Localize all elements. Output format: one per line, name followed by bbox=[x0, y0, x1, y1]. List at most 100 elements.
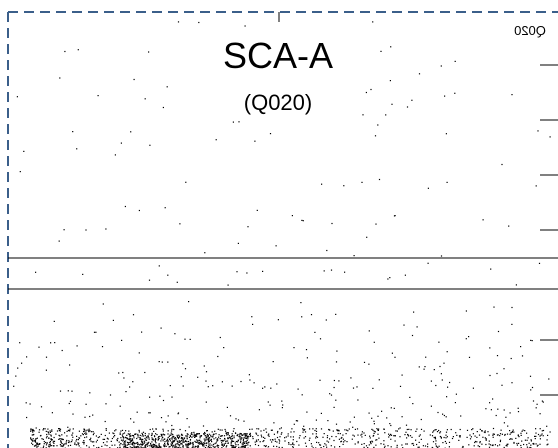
event-dot bbox=[163, 434, 164, 435]
event-dot bbox=[398, 428, 399, 429]
event-dot bbox=[47, 436, 48, 437]
event-dot bbox=[133, 314, 134, 315]
event-dot bbox=[179, 444, 180, 445]
event-dot bbox=[172, 446, 173, 447]
event-dot bbox=[439, 366, 440, 367]
event-dot bbox=[148, 437, 149, 438]
event-dot bbox=[198, 22, 199, 23]
event-dot bbox=[233, 122, 234, 123]
event-dot bbox=[48, 434, 49, 435]
event-dot bbox=[518, 434, 519, 435]
event-dot bbox=[104, 439, 105, 440]
event-dot bbox=[62, 446, 63, 447]
event-dot bbox=[326, 444, 327, 445]
event-dot bbox=[57, 430, 58, 431]
event-dot bbox=[158, 439, 159, 440]
event-dot bbox=[498, 331, 499, 332]
event-dot bbox=[536, 407, 537, 408]
event-dot bbox=[494, 434, 495, 435]
event-dot bbox=[122, 372, 123, 373]
event-dot bbox=[499, 444, 500, 445]
event-dot bbox=[484, 432, 485, 433]
event-dot bbox=[54, 441, 55, 442]
event-dot bbox=[520, 433, 521, 434]
event-dot bbox=[164, 443, 165, 444]
event-dot bbox=[167, 442, 168, 443]
event-dot bbox=[366, 237, 367, 238]
event-dot bbox=[339, 430, 340, 431]
event-dot bbox=[246, 443, 247, 444]
event-dot bbox=[87, 430, 88, 431]
event-dot bbox=[178, 444, 179, 445]
event-dot bbox=[232, 441, 233, 442]
event-dot bbox=[329, 429, 330, 430]
event-dot bbox=[497, 409, 498, 410]
event-dot bbox=[337, 430, 338, 431]
event-dot bbox=[115, 154, 116, 155]
event-dot bbox=[311, 314, 312, 315]
event-dot bbox=[338, 380, 339, 381]
event-dot bbox=[299, 437, 300, 438]
event-dot bbox=[19, 342, 20, 343]
event-dot bbox=[182, 435, 183, 436]
event-dot bbox=[26, 356, 27, 357]
event-dot bbox=[237, 441, 238, 442]
event-dot bbox=[293, 431, 294, 432]
event-dot bbox=[368, 364, 369, 365]
event-dot bbox=[119, 444, 120, 445]
event-dot bbox=[40, 435, 41, 436]
event-dot bbox=[277, 432, 278, 433]
event-dot bbox=[230, 438, 231, 439]
event-dot bbox=[240, 381, 241, 382]
event-dot bbox=[82, 433, 83, 434]
event-dot bbox=[268, 435, 269, 436]
event-dot bbox=[327, 420, 328, 421]
event-dot bbox=[177, 282, 178, 283]
event-dot bbox=[258, 445, 259, 446]
event-dot bbox=[72, 131, 73, 132]
event-dot bbox=[317, 437, 318, 438]
event-dot bbox=[122, 435, 123, 436]
event-dot bbox=[370, 437, 371, 438]
event-dot bbox=[335, 314, 336, 315]
event-dot bbox=[215, 446, 216, 447]
event-dot bbox=[263, 440, 264, 441]
event-dot bbox=[83, 429, 84, 430]
event-dot bbox=[378, 430, 379, 431]
event-dot bbox=[266, 432, 267, 433]
event-dot bbox=[178, 442, 179, 443]
event-dot bbox=[168, 430, 169, 431]
event-dot bbox=[336, 436, 337, 437]
event-dot bbox=[441, 373, 442, 374]
event-dot bbox=[298, 389, 299, 390]
event-dot bbox=[403, 325, 404, 326]
event-dot bbox=[172, 443, 173, 444]
event-dot bbox=[124, 432, 125, 433]
event-dot bbox=[112, 438, 113, 439]
event-dot bbox=[118, 372, 119, 373]
event-dot bbox=[36, 443, 37, 444]
event-dot bbox=[206, 371, 207, 372]
event-dot bbox=[501, 164, 502, 165]
event-dot bbox=[122, 430, 123, 431]
event-dot bbox=[296, 420, 297, 421]
event-dot bbox=[378, 438, 379, 439]
event-dot bbox=[298, 445, 299, 446]
event-dot bbox=[206, 439, 207, 440]
event-dot bbox=[376, 428, 377, 429]
event-dot bbox=[255, 433, 256, 434]
event-dot bbox=[355, 429, 356, 430]
event-dot bbox=[145, 445, 146, 446]
event-dot bbox=[375, 431, 376, 432]
event-dot bbox=[126, 437, 127, 438]
event-dot bbox=[383, 444, 384, 445]
event-dot bbox=[547, 439, 548, 440]
event-dot bbox=[69, 441, 70, 442]
event-dot bbox=[64, 229, 65, 230]
event-dot bbox=[454, 93, 455, 94]
event-dot bbox=[447, 182, 448, 183]
event-dot bbox=[43, 429, 44, 430]
event-dot bbox=[51, 429, 52, 430]
event-dot bbox=[95, 332, 96, 333]
event-dot bbox=[137, 412, 138, 413]
